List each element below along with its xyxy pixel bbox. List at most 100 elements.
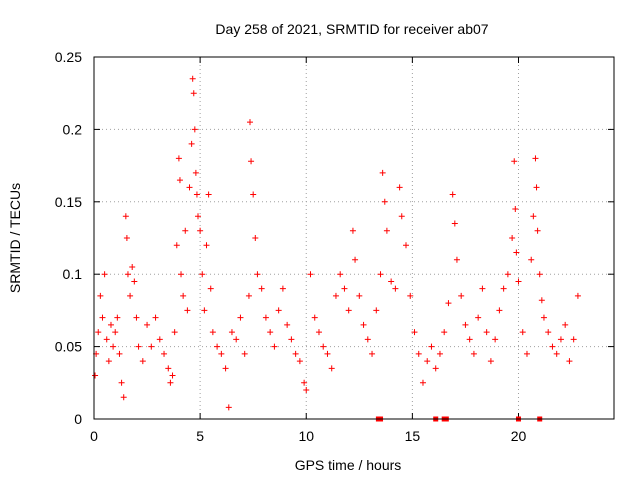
data-point: [345, 307, 352, 314]
data-point: [262, 314, 269, 321]
data-point: [328, 365, 335, 372]
data-point: [144, 321, 151, 328]
data-point: [131, 278, 138, 285]
data-point: [254, 271, 261, 278]
data-point: [392, 285, 399, 292]
data-point: [538, 297, 545, 304]
data-point: [107, 321, 114, 328]
data-point: [509, 235, 516, 241]
data-point: [364, 336, 371, 343]
data-point: [487, 358, 494, 365]
data-point: [511, 158, 518, 165]
data-point: [540, 314, 547, 321]
data-point: [373, 307, 380, 314]
data-point: [199, 271, 206, 278]
data-point: [428, 343, 435, 350]
data-point: [135, 343, 142, 350]
data-point: [369, 350, 376, 357]
data-point: [267, 329, 274, 336]
data-point: [445, 300, 452, 307]
data-point: [500, 285, 507, 292]
x-axis-label: GPS time / hours: [295, 457, 402, 473]
data-point: [562, 321, 569, 328]
data-point: [530, 213, 537, 220]
data-point: [557, 336, 564, 343]
data-point: [92, 372, 99, 379]
data-point: [566, 358, 573, 365]
data-point: [513, 249, 520, 256]
data-point: [214, 343, 221, 350]
data-point: [337, 271, 344, 278]
data-point: [173, 242, 180, 249]
data-point: [545, 329, 552, 336]
data-point: [188, 140, 195, 147]
data-point: [528, 256, 535, 263]
data-point: [483, 329, 490, 336]
x-tick-label: 0: [90, 428, 98, 444]
data-point: [284, 321, 291, 328]
x-tick-label: 5: [196, 428, 204, 444]
data-point: [123, 235, 130, 241]
data-point: [360, 321, 367, 328]
data-point: [279, 285, 286, 292]
data-point: [332, 292, 339, 299]
data-point: [403, 242, 409, 249]
data-point: [432, 365, 439, 372]
y-tick-label: 0.25: [55, 49, 82, 65]
data-point: [193, 191, 200, 198]
data-point: [275, 307, 282, 314]
data-point: [379, 169, 386, 176]
data-point: [248, 158, 255, 165]
data-point: [349, 227, 356, 234]
data-point: [436, 350, 443, 357]
data-point: [124, 271, 131, 278]
data-point: [192, 169, 199, 176]
data-point: [190, 90, 197, 97]
data-point: [396, 184, 403, 191]
data-point: [186, 184, 193, 191]
y-tick-label: 0.2: [63, 121, 83, 137]
data-point: [504, 271, 511, 278]
data-point: [250, 191, 257, 198]
data-point: [296, 358, 303, 365]
data-point: [453, 256, 460, 263]
data-point: [148, 343, 155, 350]
data-point: [139, 358, 146, 365]
data-point: [532, 155, 539, 162]
data-point: [352, 256, 359, 263]
data-point: [99, 314, 106, 321]
x-tick-label: 20: [511, 428, 527, 444]
data-point: [103, 336, 110, 343]
data-point: [165, 365, 172, 372]
data-points: [92, 75, 581, 422]
data-point: [182, 227, 189, 234]
data-point: [129, 263, 136, 270]
data-point: [218, 350, 225, 357]
data-point: [466, 336, 473, 343]
data-point: [441, 329, 448, 336]
grid-lines: [94, 57, 614, 419]
data-point: [209, 329, 216, 336]
data-point: [549, 343, 556, 350]
x-tick-label: 10: [298, 428, 314, 444]
data-point: [341, 285, 348, 292]
data-point: [492, 336, 499, 343]
x-tick-label: 15: [405, 428, 421, 444]
data-point: [533, 184, 540, 191]
data-point: [195, 213, 201, 220]
data-point: [175, 155, 182, 162]
data-point: [201, 307, 208, 314]
data-point: [303, 387, 310, 394]
data-point: [247, 119, 253, 126]
data-point: [536, 271, 543, 278]
data-point: [479, 285, 486, 292]
data-point: [101, 271, 108, 278]
data-point: [222, 365, 229, 372]
data-point: [356, 292, 363, 299]
y-axis-label: SRMTID / TECUs: [7, 183, 23, 293]
data-point: [475, 314, 482, 321]
data-point: [122, 213, 129, 220]
data-point: [570, 336, 577, 343]
data-point: [470, 350, 477, 357]
